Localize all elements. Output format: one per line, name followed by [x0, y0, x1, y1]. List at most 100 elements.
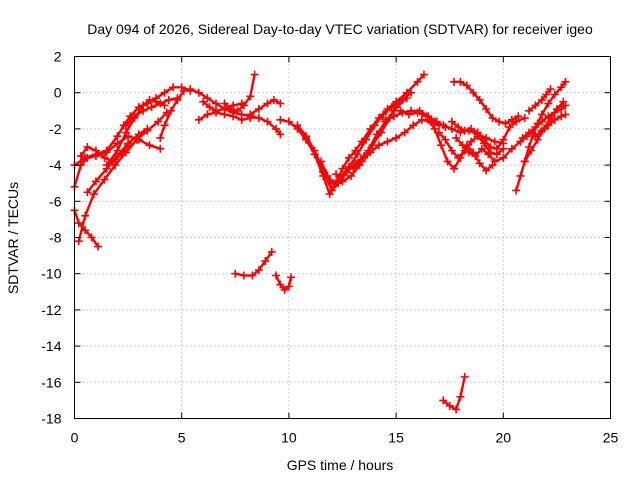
data-point: [449, 164, 458, 173]
data-point: [544, 121, 553, 130]
data-point: [561, 110, 570, 119]
data-point: [194, 88, 203, 97]
data-point: [516, 171, 525, 180]
data-point: [160, 88, 169, 97]
data-point: [362, 135, 371, 144]
data-point: [505, 123, 514, 132]
data-point: [81, 153, 90, 162]
data-point: [199, 97, 208, 106]
data-point: [145, 95, 154, 104]
data-point: [561, 77, 570, 86]
data-point: [91, 146, 100, 155]
x-tick-label: 10: [281, 430, 297, 446]
data-point: [404, 110, 413, 119]
data-point: [102, 161, 111, 170]
series-line: [189, 87, 282, 136]
data-point: [121, 121, 130, 130]
data-point: [254, 104, 263, 113]
data-point: [267, 247, 276, 256]
data-point: [263, 99, 272, 108]
data-point: [344, 162, 353, 171]
chart-title: Day 094 of 2026, Sidereal Day-to-day VTE…: [87, 21, 593, 37]
series-line: [249, 98, 282, 116]
data-point: [237, 115, 246, 124]
data-point: [471, 152, 480, 161]
data-point: [130, 112, 139, 121]
data-point: [439, 121, 448, 130]
data-point: [537, 126, 546, 135]
data-point: [514, 112, 523, 121]
data-point: [409, 121, 418, 130]
data-point: [156, 99, 165, 108]
series-track-19: [302, 70, 428, 199]
data-point: [482, 166, 491, 175]
data-point: [229, 112, 238, 121]
data-point: [246, 110, 255, 119]
data-point: [544, 99, 553, 108]
series-track-26: [434, 128, 508, 162]
data-point: [454, 153, 463, 162]
data-point: [490, 157, 499, 166]
data-point: [100, 153, 109, 162]
series-track-29: [449, 77, 523, 128]
series-layer: [70, 70, 570, 414]
series-line: [234, 250, 273, 277]
data-point: [447, 124, 456, 133]
data-point: [557, 112, 566, 121]
data-point: [464, 148, 473, 157]
data-point: [310, 150, 319, 159]
data-point: [317, 157, 326, 166]
series-line: [77, 111, 168, 243]
data-point: [89, 190, 98, 199]
data-point: [325, 190, 334, 199]
data-point: [276, 280, 285, 289]
data-point: [353, 150, 362, 159]
data-point: [250, 70, 259, 79]
data-point: [557, 83, 566, 92]
data-point: [456, 392, 465, 401]
data-point: [413, 108, 422, 117]
series-line: [452, 80, 520, 125]
series-track-16: [272, 271, 296, 294]
data-point: [462, 81, 471, 90]
data-point: [357, 157, 366, 166]
data-point: [272, 271, 281, 280]
y-tick-label: -12: [41, 302, 61, 318]
data-point: [179, 86, 188, 95]
data-point: [473, 128, 482, 137]
data-point: [559, 97, 568, 106]
x-tick-label: 5: [178, 430, 186, 446]
series-track-28: [452, 132, 531, 166]
y-tick-label: -2: [49, 121, 62, 137]
data-point: [392, 133, 401, 142]
data-point: [452, 133, 461, 142]
data-point: [443, 157, 452, 166]
data-point: [154, 117, 163, 126]
data-point: [113, 146, 122, 155]
x-tick-label: 25: [603, 430, 619, 446]
data-point: [499, 135, 508, 144]
data-point: [139, 106, 148, 115]
data-point: [121, 128, 130, 137]
data-point: [233, 106, 242, 115]
data-point: [407, 88, 416, 97]
y-axis-title: SDTVAR / TECUs: [5, 182, 21, 294]
data-point: [280, 285, 289, 294]
data-point: [439, 396, 448, 405]
data-point: [143, 124, 152, 133]
data-point: [419, 70, 428, 79]
data-point: [546, 85, 555, 94]
data-point: [205, 103, 214, 112]
data-point: [83, 188, 92, 197]
data-point: [495, 117, 504, 126]
data-point: [525, 106, 534, 115]
data-point: [263, 117, 272, 126]
data-point: [74, 219, 83, 228]
series-track-15: [231, 247, 276, 280]
data-point: [480, 135, 489, 144]
data-point: [381, 115, 390, 124]
data-point: [284, 282, 293, 291]
data-point: [239, 271, 248, 280]
data-point: [458, 141, 467, 150]
data-point: [520, 114, 529, 123]
